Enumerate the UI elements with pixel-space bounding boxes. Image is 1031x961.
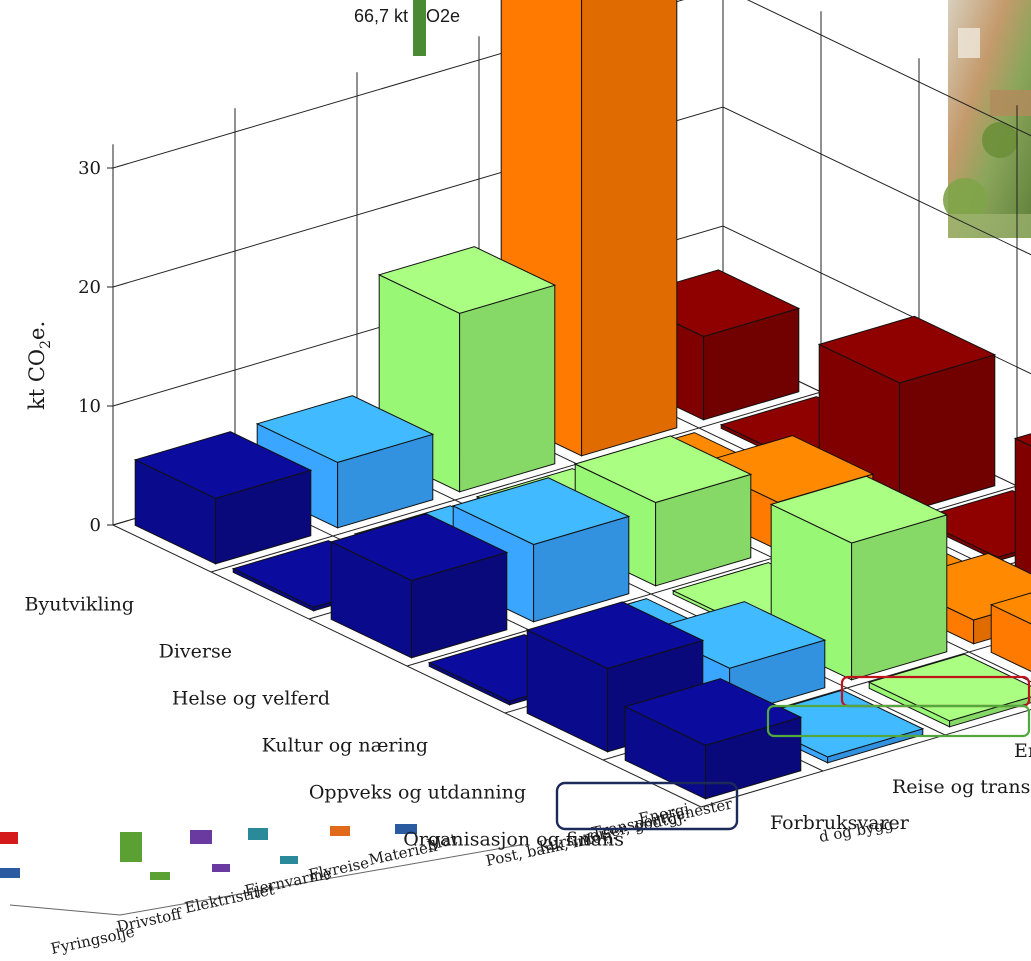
department-label: Kultur og næring (262, 735, 428, 757)
bar-forbruksvarer-5 (623, 678, 803, 800)
bar-face-top (769, 475, 949, 544)
department-label: Helse og velferd (172, 688, 330, 710)
bar-face-side (949, 696, 1031, 728)
bar-face-top (329, 513, 509, 582)
clipped-value-label: 66,7 kt CO2e (354, 6, 460, 26)
background-chart-marks (0, 824, 417, 880)
bar-face-top (255, 395, 435, 463)
department-label: Organisasjon og finans (403, 829, 624, 851)
y-tick-label: 20 (78, 277, 101, 298)
highlight-forbruksvarer (555, 781, 739, 831)
bar-face-top (1013, 433, 1031, 447)
grid-line (112, 524, 702, 808)
bar-face-top (451, 477, 631, 546)
bg-label-mat: Mat (425, 830, 458, 854)
grid-line (112, 106, 1031, 288)
bar-face-top (133, 431, 313, 499)
grid-line (112, 0, 1031, 169)
department-label: Oppveks og utdanning (309, 782, 526, 804)
grid-line (112, 225, 1031, 407)
chart-axes: 0 10 20 30 (78, 158, 113, 536)
bar-bygg-og-infrastruktur-5 (989, 592, 1031, 672)
bar-face-front (1014, 437, 1031, 578)
bar-energi-5 (867, 653, 1031, 728)
bar-face-top (915, 490, 1031, 558)
background-photo (943, 0, 1031, 238)
green-marker-bar (413, 0, 426, 56)
chart-bars (133, 0, 1031, 800)
category-label: Energi (1014, 740, 1031, 762)
bar-face-front (990, 603, 1031, 672)
bar-forbruksvarer-0 (133, 431, 313, 565)
grid-line (210, 391, 822, 573)
department-label: Diverse (159, 641, 232, 663)
department-labels: Byutvikling Diverse Helse og velferd Kultur… (25, 594, 624, 851)
bar-face-side (851, 514, 948, 681)
bar-face-side (459, 284, 556, 493)
grid-line (356, 452, 946, 736)
bar-face-side (581, 0, 678, 457)
bar-kj-p-fra-andre-4 (1013, 433, 1031, 578)
category-label: Forbruksvarer (770, 812, 910, 834)
y-tick-label: 10 (78, 396, 101, 417)
highlight-bygg-og-infrastruktur (766, 704, 1031, 738)
grid-line (700, 709, 1031, 808)
y-tick-label: 30 (78, 158, 101, 179)
y-axis-label: kt CO2e. (25, 321, 54, 410)
bar-face-top (525, 601, 705, 670)
bar-face-top (867, 653, 1031, 722)
bar-face-top (989, 592, 1031, 625)
bar-face-top (623, 678, 803, 746)
bar-face-top (817, 315, 997, 384)
department-label: Byutvikling (25, 594, 134, 616)
background-chart-fragment: Fyringsolje Drivstoff Elektristitet Fjer… (0, 794, 1000, 958)
category-label: Reise og transport (892, 776, 1031, 798)
bar-face-top (377, 246, 557, 314)
bar-face-top (573, 435, 753, 504)
y-tick-label: 0 (90, 515, 101, 536)
bar-forbruksvarer-2 (329, 513, 509, 659)
